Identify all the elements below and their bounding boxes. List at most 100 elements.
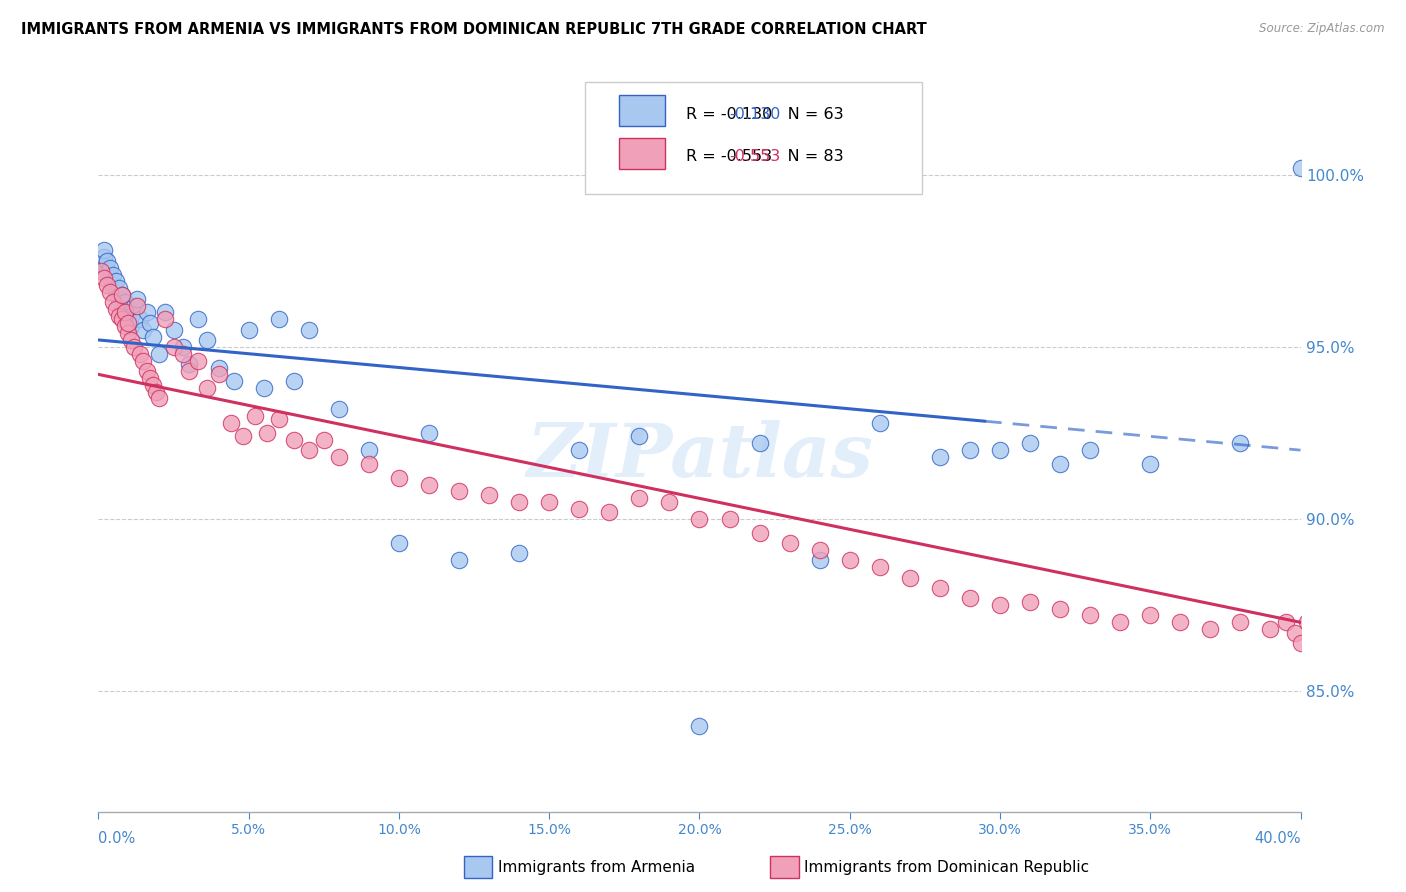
- Point: [357, 457, 380, 471]
- Point: [1109, 615, 1132, 630]
- Point: [959, 591, 981, 606]
- Point: [121, 319, 143, 334]
- Point: [538, 495, 561, 509]
- Point: [129, 312, 152, 326]
- Point: [100, 285, 122, 299]
- Point: [779, 536, 801, 550]
- Point: [1139, 457, 1161, 471]
- Point: [1139, 608, 1161, 623]
- Point: [132, 353, 155, 368]
- Point: [357, 443, 380, 458]
- Point: [208, 368, 231, 382]
- Point: [103, 295, 125, 310]
- Point: [1019, 595, 1042, 609]
- Point: [177, 357, 200, 371]
- Point: [838, 553, 860, 567]
- Point: [117, 301, 139, 316]
- Point: [1049, 457, 1071, 471]
- Point: [988, 443, 1011, 458]
- Point: [187, 312, 209, 326]
- Point: [114, 305, 136, 319]
- Point: [105, 274, 128, 288]
- Point: [1049, 601, 1071, 615]
- Point: [328, 450, 350, 464]
- Point: [298, 323, 321, 337]
- Point: [132, 323, 155, 337]
- Point: [90, 257, 112, 271]
- Point: [129, 347, 152, 361]
- Point: [117, 312, 139, 326]
- Point: [172, 340, 194, 354]
- Point: [114, 305, 136, 319]
- Point: [478, 488, 501, 502]
- Point: [748, 436, 770, 450]
- Text: Immigrants from Armenia: Immigrants from Armenia: [498, 860, 695, 874]
- Point: [1313, 615, 1336, 630]
- Text: -0.553: -0.553: [730, 150, 780, 164]
- Point: [121, 309, 143, 323]
- Text: ZIPatlas: ZIPatlas: [526, 420, 873, 492]
- Point: [1078, 608, 1101, 623]
- Point: [195, 333, 218, 347]
- Point: [447, 553, 470, 567]
- Point: [93, 271, 115, 285]
- Point: [418, 477, 440, 491]
- Point: [219, 416, 242, 430]
- Point: [153, 312, 176, 326]
- Point: [447, 484, 470, 499]
- Point: [141, 377, 163, 392]
- Point: [145, 384, 167, 399]
- Point: [1229, 615, 1251, 630]
- Point: [96, 277, 118, 292]
- Point: [121, 333, 143, 347]
- Point: [124, 340, 146, 354]
- FancyBboxPatch shape: [585, 82, 922, 194]
- Point: [103, 268, 125, 282]
- Text: IMMIGRANTS FROM ARMENIA VS IMMIGRANTS FROM DOMINICAN REPUBLIC 7TH GRADE CORRELAT: IMMIGRANTS FROM ARMENIA VS IMMIGRANTS FR…: [21, 22, 927, 37]
- Point: [187, 353, 209, 368]
- Point: [141, 329, 163, 343]
- Point: [111, 288, 134, 302]
- Point: [1199, 622, 1222, 636]
- Point: [138, 316, 160, 330]
- Point: [1364, 595, 1386, 609]
- Point: [117, 316, 139, 330]
- Text: Source: ZipAtlas.com: Source: ZipAtlas.com: [1260, 22, 1385, 36]
- Point: [1289, 636, 1312, 650]
- Point: [96, 253, 118, 268]
- Point: [1019, 436, 1042, 450]
- Point: [135, 364, 157, 378]
- Point: [1295, 615, 1317, 630]
- Point: [124, 299, 146, 313]
- Point: [111, 312, 134, 326]
- Point: [238, 323, 260, 337]
- Point: [108, 309, 131, 323]
- Point: [388, 536, 411, 550]
- Point: [628, 429, 651, 443]
- Point: [108, 281, 131, 295]
- Point: [105, 285, 128, 299]
- Point: [162, 323, 184, 337]
- Point: [658, 495, 681, 509]
- Point: [267, 312, 290, 326]
- Point: [298, 443, 321, 458]
- Point: [689, 512, 711, 526]
- Text: Immigrants from Dominican Republic: Immigrants from Dominican Republic: [804, 860, 1090, 874]
- Point: [195, 381, 218, 395]
- Point: [328, 401, 350, 416]
- Point: [138, 371, 160, 385]
- Point: [153, 305, 176, 319]
- Point: [243, 409, 266, 423]
- Point: [93, 250, 115, 264]
- Bar: [619, 137, 665, 169]
- Point: [898, 570, 921, 584]
- Point: [172, 347, 194, 361]
- Point: [628, 491, 651, 506]
- Point: [111, 288, 134, 302]
- Point: [388, 471, 411, 485]
- Point: [100, 260, 122, 275]
- Point: [508, 495, 530, 509]
- Point: [1260, 622, 1282, 636]
- Point: [808, 553, 831, 567]
- Point: [148, 347, 170, 361]
